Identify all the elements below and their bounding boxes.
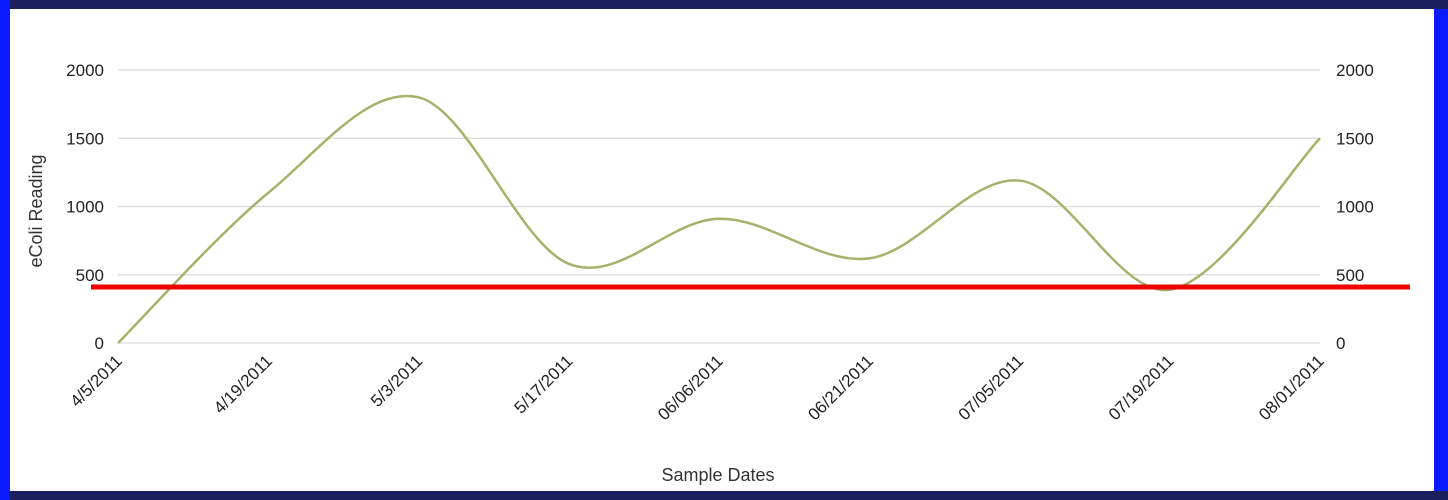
right-y-axis-ticks: 0 500 1000 1500 2000: [1336, 61, 1374, 353]
x-tick-label: 4/19/2011: [210, 351, 276, 417]
x-tick-label: 06/06/2011: [654, 351, 727, 424]
x-tick-label: 5/17/2011: [511, 351, 577, 417]
right-y-tick-label: 1000: [1336, 198, 1374, 217]
left-y-axis-ticks: 0 500 1000 1500 2000: [66, 61, 104, 353]
y-axis-title: eColi Reading: [26, 154, 46, 267]
y-tick-label: 0: [95, 334, 104, 353]
y-tick-label: 500: [76, 266, 104, 285]
right-y-tick-label: 1500: [1336, 129, 1374, 148]
y-tick-label: 2000: [66, 61, 104, 80]
y-tick-label: 1500: [66, 129, 104, 148]
x-tick-label: 07/05/2011: [955, 351, 1028, 424]
right-y-tick-label: 500: [1336, 266, 1364, 285]
y-tick-label: 1000: [66, 198, 104, 217]
x-tick-label: 5/3/2011: [367, 351, 426, 410]
x-axis-ticks: 4/5/2011 4/19/2011 5/3/2011 5/17/2011 06/06/…: [66, 351, 1327, 424]
x-tick-label: 4/5/2011: [66, 351, 125, 410]
right-y-tick-label: 2000: [1336, 61, 1374, 80]
grid-lines: [118, 69, 1320, 344]
x-tick-label: 06/21/2011: [804, 351, 877, 424]
x-tick-label: 07/19/2011: [1105, 351, 1178, 424]
x-axis-title: Sample Dates: [661, 465, 774, 485]
chart-panel: [10, 9, 1434, 491]
right-y-tick-label: 0: [1336, 334, 1345, 353]
right-border-bar: [1434, 9, 1448, 491]
left-border-bar: [0, 0, 10, 500]
series-line: [117, 94, 1321, 344]
x-tick-label: 08/01/2011: [1255, 351, 1328, 424]
